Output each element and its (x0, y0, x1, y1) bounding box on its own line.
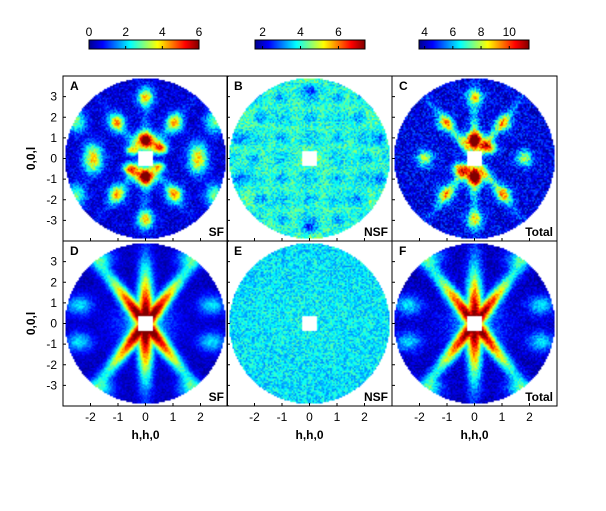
colorbar-tick-label: 2 (122, 25, 129, 39)
x-tick-label: -1 (113, 410, 124, 424)
y-tick-label: 0 (50, 152, 57, 166)
y-tick-label: 3 (50, 90, 57, 104)
y-tick-label: -2 (46, 358, 57, 372)
colorbar-tick-label: 4 (421, 25, 428, 39)
colorbar-gradient (418, 39, 530, 50)
colorbar-2: 2 4 6 (254, 25, 366, 50)
x-tick-label: -2 (85, 410, 96, 424)
x-tick-label: -1 (442, 410, 453, 424)
heatmap-image (64, 242, 227, 405)
heatmap-image (228, 77, 391, 240)
colorbars: 0 2 4 6 2 4 6 4 6 8 10 (86, 25, 530, 50)
y-tick-label: 1 (50, 296, 57, 310)
panel-letter: D (70, 244, 79, 258)
panel-letter: F (399, 244, 406, 258)
panel-letter: C (399, 79, 408, 93)
panel-f: -2 -1 0 1 2 F Total h,h,0 (391, 240, 558, 442)
colorbar-tick-label: 6 (335, 25, 342, 39)
x-tick-label: 1 (170, 410, 177, 424)
panel-c: C Total (391, 75, 558, 242)
panel-tag: NSF (364, 225, 388, 239)
x-tick-label: 0 (306, 410, 313, 424)
y-tick-label: -3 (46, 213, 57, 227)
colorbar-1: 0 2 4 6 (86, 25, 203, 50)
heatmap-image (393, 77, 556, 240)
panel-letter: A (70, 79, 79, 93)
panel-a: 3 2 1 0 -1 -2 -3 A SF 0,0,l (24, 75, 229, 242)
y-tick-label: -1 (46, 172, 57, 186)
y-axis-title: 0,0,l (24, 147, 38, 170)
heatmap-image (393, 242, 556, 405)
x-tick-label: -2 (414, 410, 425, 424)
y-tick-label: 2 (50, 110, 57, 124)
x-axis-title: h,h,0 (295, 428, 323, 442)
x-tick-label: 0 (142, 410, 149, 424)
colorbar-tick-label: 6 (450, 25, 457, 39)
colorbar-3: 4 6 8 10 (418, 25, 530, 50)
y-tick-label: 2 (50, 275, 57, 289)
heatmap-image (228, 242, 391, 405)
y-tick-label: 1 (50, 131, 57, 145)
panel-letter: E (234, 244, 242, 258)
colorbar-tick-label: 4 (297, 25, 304, 39)
y-tick-label: 3 (50, 255, 57, 269)
panel-tag: Total (525, 390, 553, 404)
x-tick-label: 1 (499, 410, 506, 424)
panel-tag: NSF (364, 390, 388, 404)
x-tick-label: 2 (197, 410, 204, 424)
colorbar-tick-label: 6 (196, 25, 203, 39)
colorbar-tick-label: 8 (478, 25, 485, 39)
x-tick-label: 1 (334, 410, 341, 424)
colorbar-tick-label: 2 (259, 25, 266, 39)
panel-letter: B (234, 79, 243, 93)
colorbar-gradient (88, 39, 200, 50)
panel-tag: Total (525, 225, 553, 239)
colorbar-tick-label: 4 (159, 25, 166, 39)
colorbar-tick-label: 10 (503, 25, 517, 39)
y-tick-label: -3 (46, 378, 57, 392)
panel-tag: SF (209, 390, 224, 404)
y-tick-label: 0 (50, 317, 57, 331)
x-axis-title: h,h,0 (131, 428, 159, 442)
heatmap-panels: 3 2 1 0 -1 -2 -3 A SF 0,0,l B NSF C Total 3 2 1 0 -1 -2 -3 -2… (24, 75, 558, 442)
x-axis-title: h,h,0 (460, 428, 488, 442)
x-tick-label: -2 (249, 410, 260, 424)
y-tick-label: -2 (46, 193, 57, 207)
colorbar-gradient (254, 39, 366, 50)
y-axis-title: 0,0,l (24, 312, 38, 335)
panel-b: B NSF (226, 75, 393, 242)
x-tick-label: 2 (526, 410, 533, 424)
x-tick-label: -1 (277, 410, 288, 424)
panel-d: 3 2 1 0 -1 -2 -3 -2 -1 0 1 2 D SF 0,0,l h,h,0 (24, 240, 229, 442)
colorbar-tick-label: 0 (86, 25, 93, 39)
x-tick-label: 0 (471, 410, 478, 424)
heatmap-image (64, 77, 227, 240)
panel-tag: SF (209, 225, 224, 239)
panel-e: -2 -1 0 1 2 E NSF h,h,0 (226, 240, 393, 442)
y-tick-label: -1 (46, 337, 57, 351)
x-tick-label: 2 (361, 410, 368, 424)
